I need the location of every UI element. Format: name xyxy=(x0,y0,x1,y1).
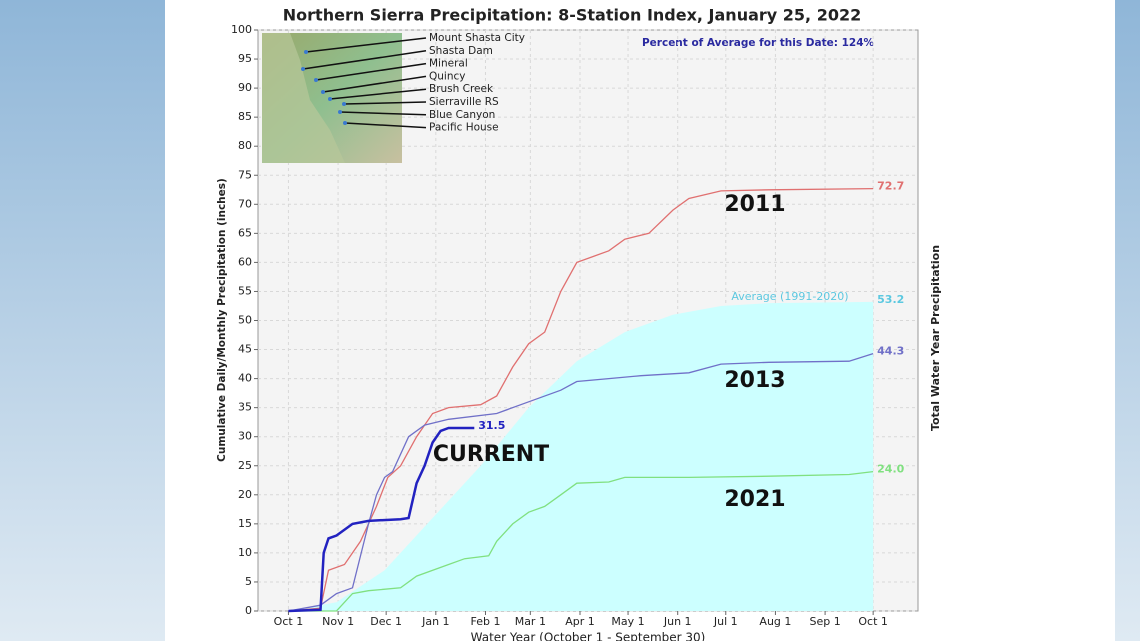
station xyxy=(342,102,346,106)
x-tick-label: Jul 1 xyxy=(713,615,738,628)
series-name: 2011 xyxy=(724,192,785,217)
x-tick-label: Dec 1 xyxy=(370,615,402,628)
station xyxy=(301,67,305,71)
series-name: Average (1991-2020) xyxy=(731,290,848,303)
leader xyxy=(302,50,427,70)
y-tick-label: 85 xyxy=(238,110,252,123)
leader xyxy=(343,101,427,105)
y-tick-label: 10 xyxy=(238,546,252,559)
y-tick-label: 25 xyxy=(238,459,252,472)
x-tick-label: Aug 1 xyxy=(759,615,791,628)
line xyxy=(288,470,874,612)
x-tick-label: May 1 xyxy=(611,615,644,628)
inset-map xyxy=(262,33,402,163)
area xyxy=(288,301,874,611)
chart-title: Northern Sierra Precipitation: 8-Station… xyxy=(283,6,861,25)
station xyxy=(343,121,347,125)
x-axis-label: Water Year (October 1 - September 30) xyxy=(471,631,706,641)
y-tick-label: 5 xyxy=(245,575,252,588)
y-tick-label: 50 xyxy=(238,314,252,327)
subtitle: Percent of Average for this Date: 124% xyxy=(642,37,875,49)
x-tick-label: Feb 1 xyxy=(470,615,500,628)
station-label: Mineral xyxy=(429,58,468,70)
leader xyxy=(339,111,427,116)
series-name: 2021 xyxy=(724,487,785,512)
y-tick-label: 65 xyxy=(238,226,252,239)
plot: 0 5 10 15 20 25 30 35 40 45 50 55 60 65 70 75 80 85 90 95 10… xyxy=(231,23,918,628)
station-label: Quincy xyxy=(429,70,465,82)
station xyxy=(321,90,325,94)
x-tick-label: Jun 1 xyxy=(663,615,692,628)
x-tick-label: Mar 1 xyxy=(515,615,546,628)
series-name: 2013 xyxy=(724,368,785,393)
y2-axis-label: Total Water Year Precipitation xyxy=(929,245,942,431)
x-tick-label: Oct 1 xyxy=(274,615,304,628)
y-tick-label: 0 xyxy=(245,604,252,617)
x-tick-label: Sep 1 xyxy=(809,615,840,628)
station-label: Brush Creek xyxy=(429,83,494,95)
x-tick-label: Oct 1 xyxy=(858,615,888,628)
y-tick-label: 95 xyxy=(238,52,252,65)
y-tick-label: 55 xyxy=(238,284,252,297)
end-label: 24.0 xyxy=(877,463,904,476)
series-name: CURRENT xyxy=(433,442,549,467)
y-tick-label: 45 xyxy=(238,343,252,356)
x-tick-label: Jan 1 xyxy=(421,615,449,628)
y-tick-label: 30 xyxy=(238,430,252,443)
station xyxy=(314,78,318,82)
end-label: 31.5 xyxy=(478,419,505,432)
x-tick-label: Apr 1 xyxy=(565,615,595,628)
leader xyxy=(322,75,427,93)
station xyxy=(328,97,332,101)
y-tick-label: 35 xyxy=(238,401,252,414)
station-label: Sierraville RS xyxy=(429,96,499,108)
y-tick-label: 70 xyxy=(238,197,252,210)
line xyxy=(288,187,874,612)
y-tick-label: 20 xyxy=(238,488,252,501)
x-tick-label: Nov 1 xyxy=(322,615,354,628)
y-axis-label: Cumulative Daily/Monthly Precipitation (… xyxy=(216,178,228,462)
y-tick-label: 75 xyxy=(238,168,252,181)
leader xyxy=(305,37,427,53)
y-tick-label: 60 xyxy=(238,255,252,268)
line xyxy=(288,426,475,613)
leader xyxy=(329,88,427,100)
map-shape xyxy=(262,33,345,163)
station-label: Blue Canyon xyxy=(429,109,495,121)
y-tick-label: 15 xyxy=(238,517,252,530)
y-tick-label: 100 xyxy=(231,23,252,36)
y-tick-label: 40 xyxy=(238,372,252,385)
station-label: Pacific House xyxy=(429,122,499,134)
leader xyxy=(344,122,427,129)
station xyxy=(304,50,308,54)
station-label: Shasta Dam xyxy=(429,45,493,57)
leader xyxy=(315,62,427,81)
end-label: 44.3 xyxy=(877,345,904,358)
end-label: 72.7 xyxy=(877,180,904,193)
line xyxy=(288,352,874,612)
y-tick-label: 90 xyxy=(238,81,252,94)
y-tick-label: 80 xyxy=(238,139,252,152)
station xyxy=(338,110,342,114)
end-label: 53.2 xyxy=(877,293,904,306)
station-label: Mount Shasta City xyxy=(429,32,525,44)
